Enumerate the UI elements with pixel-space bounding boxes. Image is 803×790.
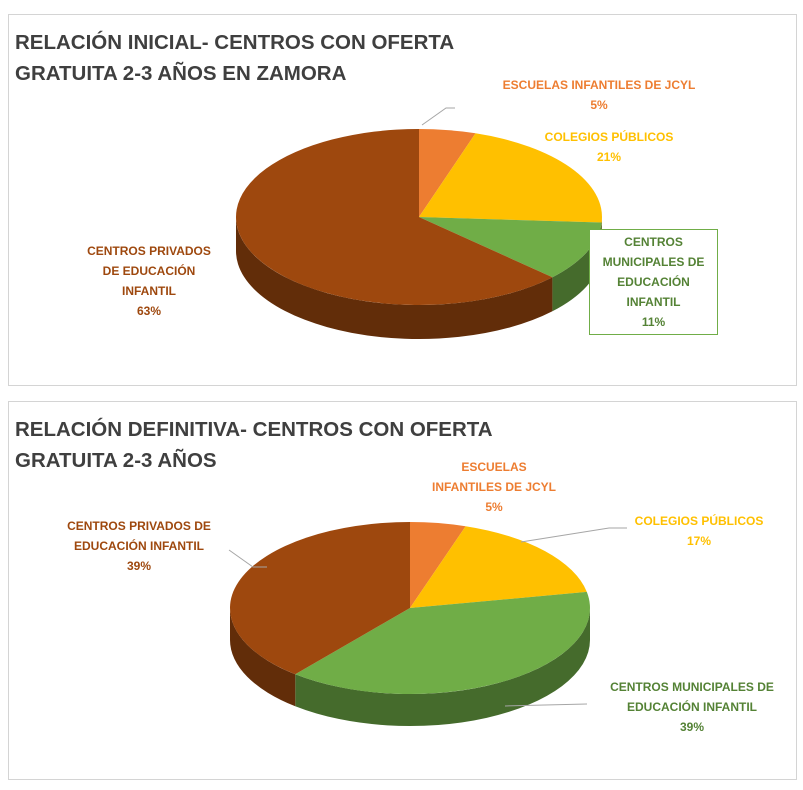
data-label-line: INFANTILES DE JCYL [431, 480, 556, 494]
pie-slice-municipales-side [552, 222, 602, 312]
data-label-line: ESCUELAS INFANTILES DE JCYL [502, 78, 696, 92]
chart-panel-definitiva: RELACIÓN DEFINITIVA- CENTROS CON OFERTA … [8, 401, 797, 780]
data-label-line: INFANTIL [626, 295, 681, 309]
pie-slice-colegios [410, 526, 587, 608]
chart-title-line: RELACIÓN DEFINITIVA- CENTROS CON OFERTA [15, 418, 493, 441]
pie-slice-privados-side [236, 217, 553, 339]
data-label-line: EDUCACIÓN [617, 275, 690, 289]
data-label-privados: CENTROS PRIVADOS DE EDUCACIÓN INFANTIL 3… [49, 516, 229, 576]
data-label-colegios: COLEGIOS PÚBLICOS 17% [619, 511, 779, 551]
data-label-value: 21% [596, 150, 622, 164]
leader-line [228, 549, 267, 568]
data-label-escuelas: ESCUELAS INFANTILES DE JCYL 5% [414, 457, 574, 517]
data-label-value: 11% [641, 315, 666, 329]
leader-line [421, 107, 455, 126]
chart-title-line: RELACIÓN INICIAL- CENTROS CON OFERTA [15, 31, 455, 54]
chart-title-line: GRATUITA 2-3 AÑOS [15, 449, 217, 472]
chart-title: RELACIÓN INICIAL- CENTROS CON OFERTA GRA… [15, 27, 535, 89]
data-label-line: COLEGIOS PÚBLICOS [544, 130, 674, 144]
pie-slice-municipales [419, 217, 602, 278]
pie-slice-privados [235, 129, 553, 305]
data-label-line: EDUCACIÓN INFANTIL [74, 539, 204, 553]
data-label-line: MUNICIPALES DE [602, 255, 705, 269]
pie-slice-privados-side [230, 608, 296, 707]
data-label-value: 39% [679, 720, 705, 734]
pie-slice-colegios [419, 133, 602, 223]
data-label-value: 5% [485, 500, 503, 514]
data-label-line: CENTROS [624, 235, 683, 249]
data-label-line: INFANTIL [122, 284, 176, 298]
pie-slice-municipales [295, 591, 590, 694]
data-label-line: CENTROS PRIVADOS DE [67, 519, 211, 533]
data-label-line: CENTROS PRIVADOS [87, 244, 211, 258]
pie-slice-escuelas [419, 129, 476, 217]
chart-title-line: GRATUITA 2-3 AÑOS EN ZAMORA [15, 62, 347, 85]
pie-slice-escuelas [410, 522, 466, 608]
data-label-colegios: COLEGIOS PÚBLICOS 21% [529, 127, 689, 167]
pie-chart-definitiva [228, 522, 627, 726]
data-label-escuelas: ESCUELAS INFANTILES DE JCYL 5% [479, 75, 719, 115]
data-label-value: 63% [136, 304, 162, 318]
data-label-value: 39% [126, 559, 152, 573]
leader-line [520, 527, 627, 543]
chart-panel-inicial: RELACIÓN INICIAL- CENTROS CON OFERTA GRA… [8, 14, 797, 386]
data-label-municipales: CENTROS MUNICIPALES DE EDUCACIÓN INFANTI… [592, 677, 792, 737]
data-label-municipales: CENTROS MUNICIPALES DE EDUCACIÓN INFANTI… [589, 229, 718, 335]
data-label-value: 17% [686, 534, 712, 548]
data-label-line: COLEGIOS PÚBLICOS [634, 514, 764, 528]
data-label-line: EDUCACIÓN INFANTIL [627, 700, 757, 714]
chart-title: RELACIÓN DEFINITIVA- CENTROS CON OFERTA … [15, 414, 535, 476]
pie-slice-municipales-side [295, 608, 591, 726]
data-label-line: CENTROS MUNICIPALES DE [610, 680, 774, 694]
pie-slice-privados [230, 522, 410, 675]
leader-line [504, 703, 588, 707]
data-label-privados: CENTROS PRIVADOS DE EDUCACIÓN INFANTIL 6… [69, 241, 229, 321]
data-label-line: ESCUELAS [461, 460, 527, 474]
data-label-line: DE EDUCACIÓN [102, 264, 196, 278]
pie-chart-inicial [235, 107, 602, 339]
data-label-value: 5% [590, 98, 608, 112]
